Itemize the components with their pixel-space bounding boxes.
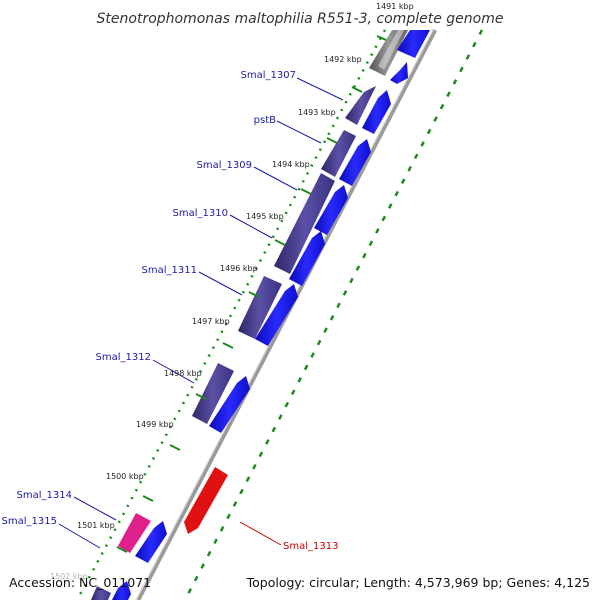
tick-label: 1499 kbp [136,420,174,429]
gene-label-smal-1311[interactable]: Smal_1311 [142,265,197,276]
position-ticks: 1491 kbp 1492 kbp 1493 kbp 1494 kbp 1495… [50,2,414,581]
cds-bottom[interactable] [91,586,111,600]
forward-cds-track [112,30,430,600]
tick-label: 1493 kbp [298,108,336,117]
tick-label: 1497 kbp [192,317,230,326]
leader-smal-1313 [239,521,282,546]
cds-smal-1311b[interactable] [238,276,282,339]
tick-label: 1495 kbp [246,212,284,221]
tick-label: 1492 kbp [324,55,362,64]
forward-cds[interactable] [390,62,408,84]
tick-label: 1494 kbp [272,160,310,169]
forward-cds[interactable] [255,284,298,346]
forward-cds[interactable] [135,521,167,563]
tick-label: 1491 kbp [376,2,414,11]
gene-label-smal-1315[interactable]: Smal_1315 [2,516,57,527]
gene-label-smal-1313[interactable]: Smal_1313 [283,541,338,552]
cds-smal-1313[interactable] [184,467,228,534]
gene-label-smal-1307[interactable]: Smal_1307 [241,70,296,81]
gene-label-smal-1310[interactable]: Smal_1310 [173,208,228,219]
gc-track-right [183,29,484,600]
tick-label: 1498 kbp [164,369,202,378]
cds-pstb[interactable] [321,130,356,177]
gene-label-smal-1314[interactable]: Smal_1314 [17,490,72,501]
cds-smal-1309-1311[interactable] [274,173,335,274]
gene-label-leaders [58,77,344,549]
forward-cds[interactable] [397,30,430,58]
cds-smal-1307[interactable] [345,86,376,125]
gene-label-pstb[interactable]: pstB [254,115,276,126]
forward-cds[interactable] [314,185,348,235]
forward-cds[interactable] [209,376,250,433]
accession-text: Accession: NC_011071 [9,575,151,590]
forward-cds[interactable] [362,90,391,134]
tick-label: 1500 kbp [106,472,144,481]
cds-smal-1312[interactable] [192,363,234,424]
forward-cds[interactable] [339,139,371,186]
genome-title: Stenotrophomonas maltophilia R551-3, com… [97,11,504,27]
tick-label: 1502 kbp [50,572,88,581]
forward-cds[interactable] [112,581,131,600]
topology-text: Topology: circular; Length: 4,573,969 bp… [246,575,590,590]
tick-label: 1496 kbp [220,264,258,273]
gc-track-left [75,29,387,600]
gene-labels: Smal_1307 pstB Smal_1309 Smal_1310 Smal_… [2,70,339,552]
forward-cds[interactable] [289,231,325,286]
cds-smal-1314[interactable] [118,513,151,553]
tick-label: 1501 kbp [77,521,115,530]
gene-label-smal-1312[interactable]: Smal_1312 [96,352,151,363]
outer-cds-track [91,86,376,600]
gene-label-smal-1309[interactable]: Smal_1309 [197,160,252,171]
